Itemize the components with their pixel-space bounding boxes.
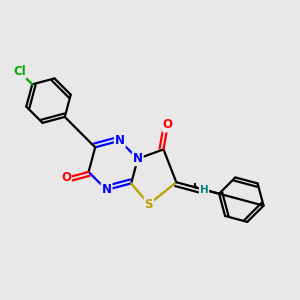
Text: N: N — [133, 152, 143, 165]
Text: O: O — [61, 172, 71, 184]
Text: N: N — [115, 134, 125, 147]
Text: N: N — [102, 183, 112, 196]
Text: O: O — [163, 118, 173, 131]
Text: H: H — [200, 185, 208, 195]
Text: S: S — [145, 198, 153, 211]
Text: Cl: Cl — [13, 65, 26, 78]
